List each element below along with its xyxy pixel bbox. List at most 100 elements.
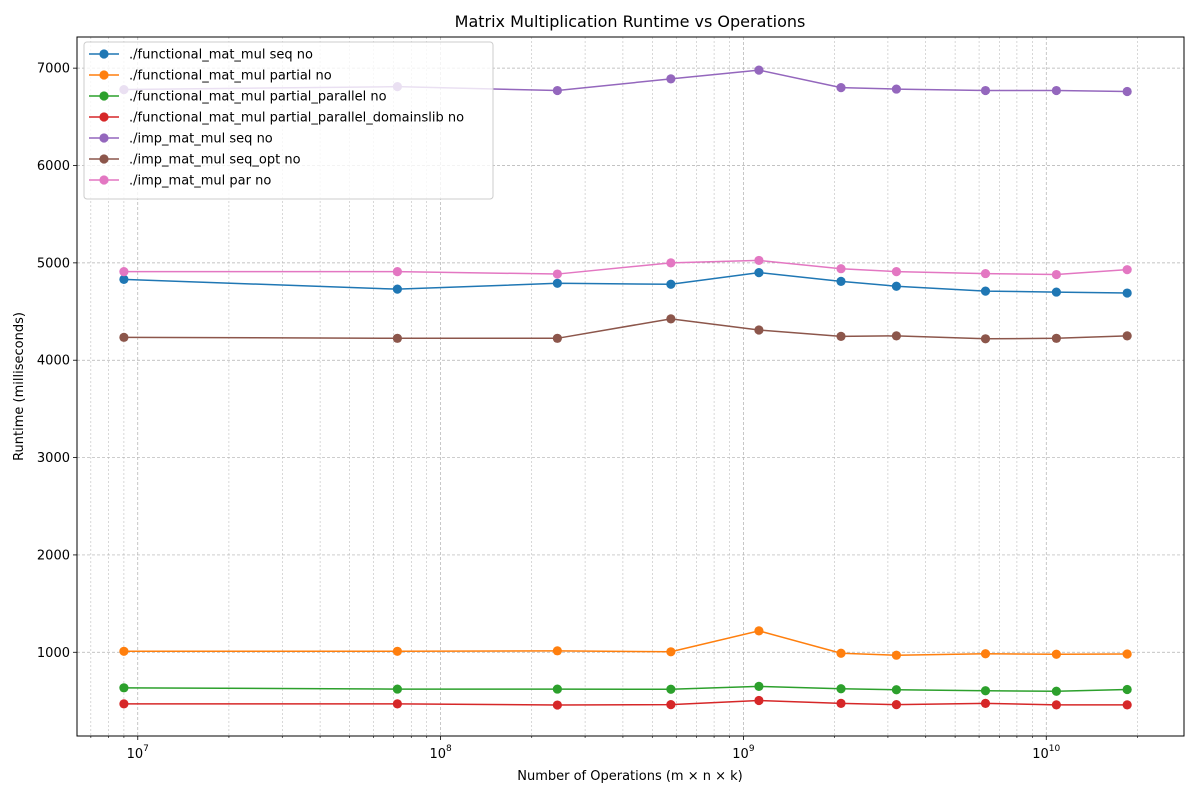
data-point [392,267,402,277]
legend-label: ./functional_mat_mul partial_parallel no [129,90,387,105]
legend-item: ./imp_mat_mul par no [89,174,271,189]
data-point [1122,288,1132,298]
legend-label: ./imp_mat_mul seq no [129,132,273,147]
data-point [980,334,991,344]
series-2 [119,681,1132,696]
data-point [119,699,129,709]
data-point [119,274,129,285]
data-point [980,686,991,696]
data-point [666,647,676,657]
series-line [123,699,1128,706]
data-point [666,700,676,710]
series-1 [119,626,1132,660]
legend-label: ./imp_mat_mul seq_opt no [129,153,301,168]
data-point [1122,684,1132,695]
data-point [392,646,402,656]
legend-box [83,41,494,200]
data-point [891,700,902,710]
series-line [123,318,1128,340]
data-point [891,685,902,695]
data-point [891,650,902,660]
data-point [754,65,764,75]
y-tick-label: 7000 [37,62,70,77]
legend-item: ./functional_mat_mul seq no [89,48,313,63]
x-tick-label-exponent: 8 [446,744,452,754]
series-0 [119,267,1132,298]
data-point [666,279,676,289]
x-tick-label: 1010 [1032,744,1060,762]
legend-label: ./functional_mat_mul partial no [129,69,332,84]
legend-marker [99,91,109,101]
x-tick-label: 107 [127,744,149,762]
data-point [552,333,562,343]
data-point [836,648,846,658]
data-point [1122,86,1132,97]
data-point [980,85,991,96]
data-point [754,255,764,266]
data-point [666,684,676,694]
data-point [1122,265,1132,275]
chart-title: Matrix Multiplication Runtime vs Operati… [455,12,806,31]
x-tick-label-exponent: 10 [1049,744,1061,754]
data-point [836,684,846,694]
x-axis-label: Number of Operations (m × n × k) [517,769,743,784]
grid-lines [77,37,1184,736]
x-tick-label-base: 10 [732,747,749,762]
data-point [392,699,402,709]
data-point [392,333,402,343]
legend-item: ./imp_mat_mul seq no [89,132,273,147]
data-point [836,276,846,286]
data-point [119,646,129,656]
data-point [666,314,676,324]
series-line [123,259,1128,276]
data-point [552,269,562,279]
data-point [666,258,676,268]
series-line [123,271,1128,294]
data-point [552,700,562,710]
x-tick-label-exponent: 9 [749,744,755,754]
data-point [980,286,991,296]
data-point [1051,287,1061,297]
data-point [891,281,902,291]
x-tick-label-exponent: 7 [143,744,149,754]
axis-ticks: 107 108 109 1010100020003000400050006000700… [37,62,1138,762]
y-axis-label: Runtime (milliseconds) [12,312,27,461]
legend-item: ./functional_mat_mul partial_parallel_do… [89,111,464,126]
data-point [891,267,902,277]
legend-marker [99,154,109,164]
legend-marker [99,70,109,80]
data-point [552,646,562,656]
data-point [891,331,902,341]
data-point [552,278,562,288]
data-point [1051,269,1061,280]
data-point [1122,700,1132,710]
x-tick-label: 108 [429,744,452,762]
y-tick-label: 3000 [37,451,70,466]
series-5 [119,314,1132,344]
data-point [891,84,902,94]
legend-label: ./imp_mat_mul par no [129,174,271,189]
data-point [666,74,676,84]
series-3 [119,695,1132,710]
data-point [754,626,764,636]
data-point [1051,85,1061,96]
data-point [119,267,129,277]
data-point [980,268,991,279]
series-6 [119,255,1132,280]
series-layer [119,65,1132,710]
data-point [1051,333,1061,343]
y-tick-label: 2000 [37,548,70,563]
data-point [1122,331,1132,341]
data-point [119,332,129,342]
data-point [119,683,129,693]
plot-area-frame [76,36,1185,737]
legend-marker [99,49,109,59]
data-point [1051,700,1061,710]
legend-item: ./functional_mat_mul partial no [89,69,332,84]
legend-marker [99,112,109,122]
x-tick-label-base: 10 [429,747,446,762]
data-point [836,83,846,93]
legend-label: ./functional_mat_mul seq no [129,48,313,63]
data-point [392,684,402,694]
